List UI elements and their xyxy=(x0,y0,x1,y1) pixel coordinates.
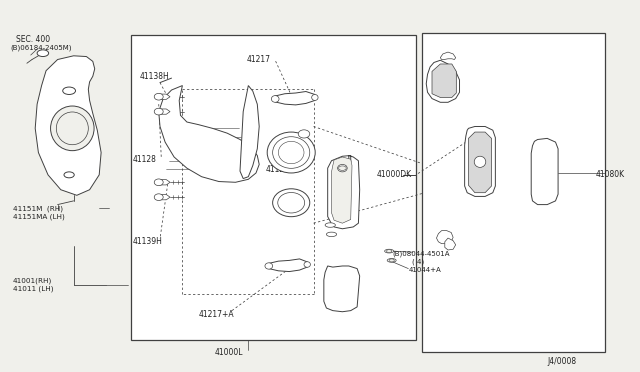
Polygon shape xyxy=(432,64,456,97)
Ellipse shape xyxy=(51,106,94,151)
Ellipse shape xyxy=(474,156,486,167)
Circle shape xyxy=(387,250,392,253)
Polygon shape xyxy=(324,266,360,312)
Ellipse shape xyxy=(154,179,163,186)
Polygon shape xyxy=(531,138,558,205)
Polygon shape xyxy=(155,94,170,99)
Polygon shape xyxy=(159,86,259,182)
Polygon shape xyxy=(328,155,360,229)
Ellipse shape xyxy=(304,262,310,267)
Polygon shape xyxy=(155,109,170,114)
Text: 41139H: 41139H xyxy=(132,237,163,246)
Polygon shape xyxy=(155,195,170,200)
Ellipse shape xyxy=(338,164,348,172)
Bar xyxy=(422,33,605,352)
Text: 41217+A: 41217+A xyxy=(198,310,234,319)
Polygon shape xyxy=(440,52,456,60)
Text: 41080K: 41080K xyxy=(595,170,625,179)
Polygon shape xyxy=(445,238,456,250)
Text: 41044+A: 41044+A xyxy=(408,267,441,273)
Ellipse shape xyxy=(154,93,163,100)
Text: 41138H: 41138H xyxy=(140,72,169,81)
Ellipse shape xyxy=(271,96,279,102)
Ellipse shape xyxy=(268,132,315,173)
Circle shape xyxy=(37,50,49,57)
Polygon shape xyxy=(465,126,495,196)
Text: 41217: 41217 xyxy=(246,55,270,64)
Text: 41121: 41121 xyxy=(266,165,289,174)
Ellipse shape xyxy=(298,130,310,138)
Ellipse shape xyxy=(154,194,163,201)
Circle shape xyxy=(389,259,394,262)
Ellipse shape xyxy=(312,94,318,100)
Ellipse shape xyxy=(154,108,163,115)
Circle shape xyxy=(64,172,74,178)
Polygon shape xyxy=(155,180,170,185)
Text: 41001(RH): 41001(RH) xyxy=(13,278,52,284)
Text: 41011 (LH): 41011 (LH) xyxy=(13,285,53,292)
Ellipse shape xyxy=(387,259,396,262)
Polygon shape xyxy=(426,60,460,102)
Ellipse shape xyxy=(273,189,310,217)
Ellipse shape xyxy=(325,223,335,227)
Polygon shape xyxy=(468,132,492,193)
Polygon shape xyxy=(269,259,307,272)
Text: (B)06184-2405M): (B)06184-2405M) xyxy=(10,44,72,51)
Text: 41151M  (RH): 41151M (RH) xyxy=(13,205,63,212)
Text: (B)08044-4501A: (B)08044-4501A xyxy=(392,250,450,257)
Text: J4/0008: J4/0008 xyxy=(547,357,577,366)
Text: 41128: 41128 xyxy=(132,155,156,164)
Circle shape xyxy=(63,87,76,94)
Text: ( 4): ( 4) xyxy=(412,259,424,265)
Ellipse shape xyxy=(385,249,394,253)
Bar xyxy=(131,35,416,340)
Text: 41151MA (LH): 41151MA (LH) xyxy=(13,213,65,220)
Polygon shape xyxy=(35,56,101,195)
Ellipse shape xyxy=(326,232,337,237)
Circle shape xyxy=(339,166,346,170)
Text: SEC. 400: SEC. 400 xyxy=(16,35,50,44)
Ellipse shape xyxy=(265,263,273,269)
Text: 41000L: 41000L xyxy=(214,348,243,357)
Polygon shape xyxy=(436,231,453,244)
Polygon shape xyxy=(240,86,259,179)
Polygon shape xyxy=(332,157,352,223)
Text: 41000DK: 41000DK xyxy=(376,170,412,179)
Polygon shape xyxy=(275,92,315,105)
